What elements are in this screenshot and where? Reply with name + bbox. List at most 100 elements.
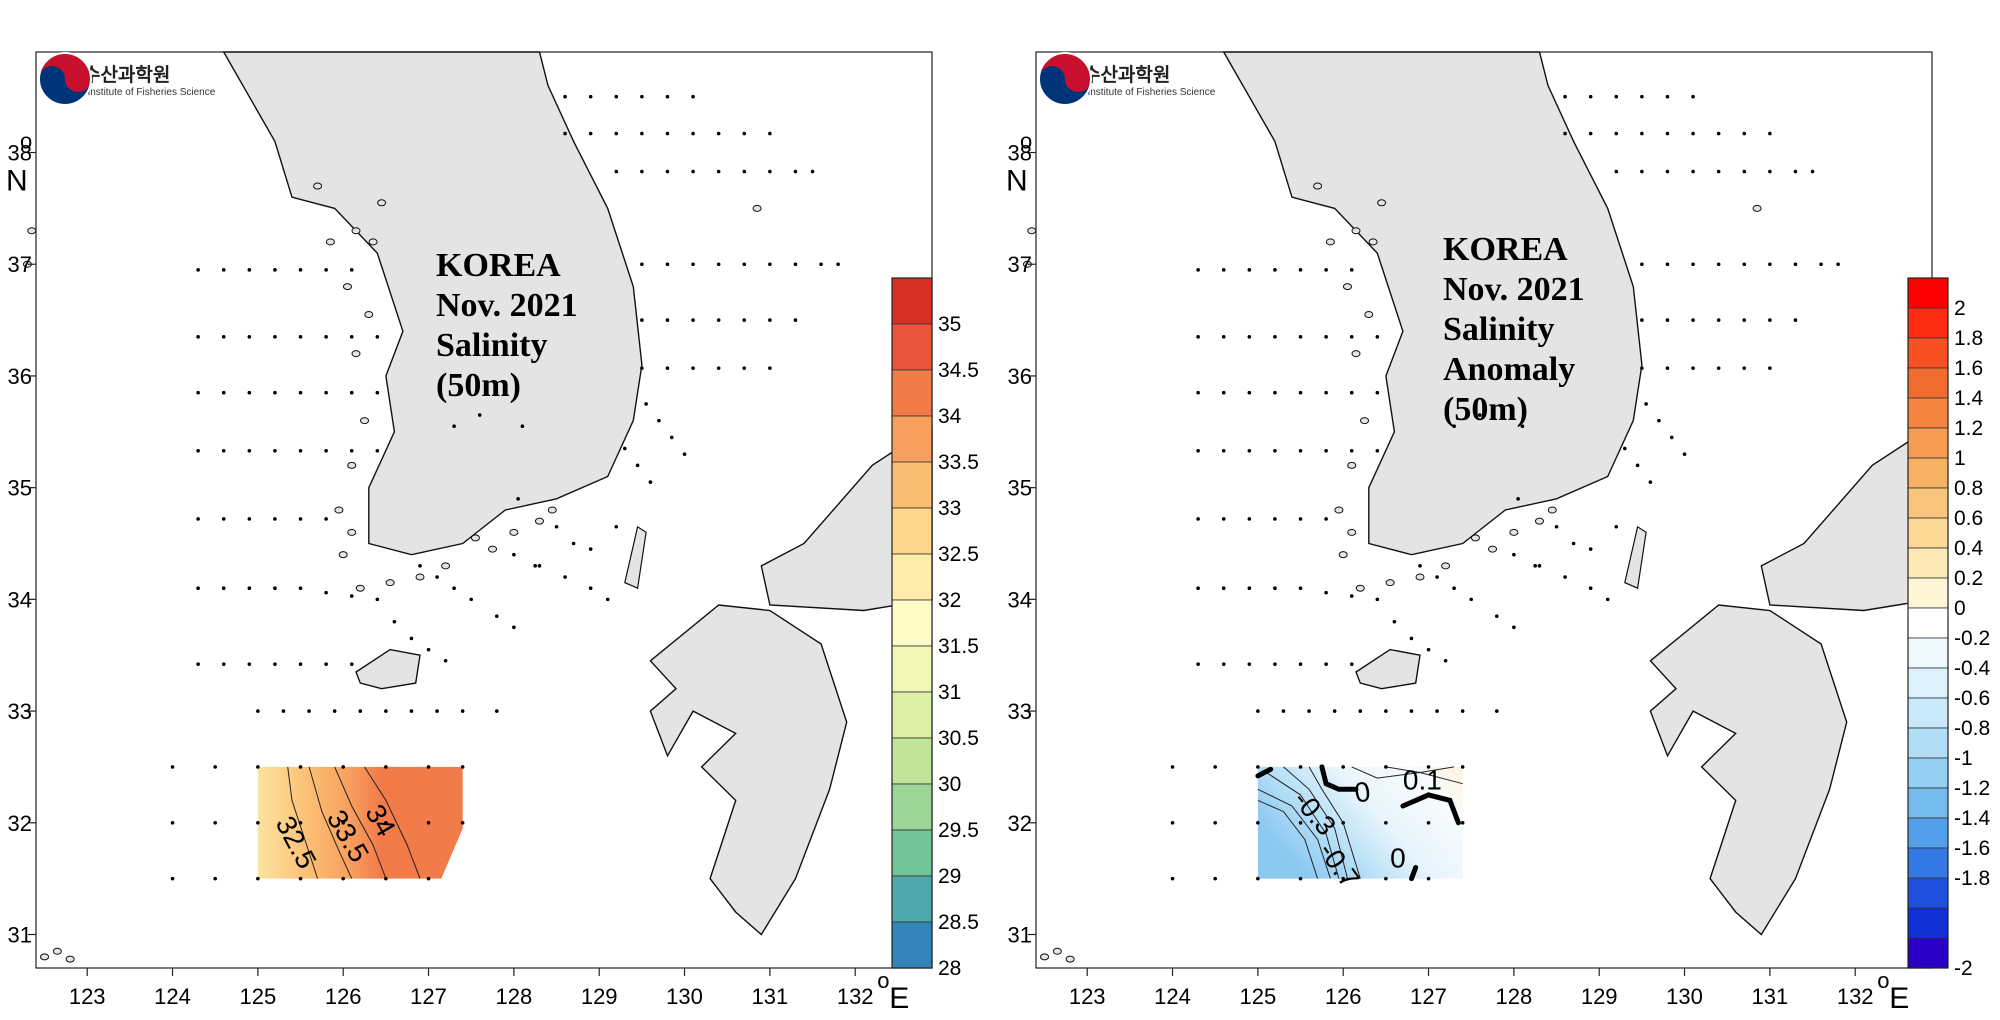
station-dot <box>324 335 328 339</box>
station-dot <box>460 820 465 825</box>
station-dot <box>221 517 226 521</box>
small-island <box>1325 238 1335 246</box>
title-line: Nov. 2021 <box>1443 271 1585 308</box>
station-dot <box>435 709 439 713</box>
station-dot <box>1742 262 1747 267</box>
colorbar-label: 0 <box>1954 597 1966 620</box>
station-dot <box>1196 662 1200 666</box>
station-dot <box>1384 765 1388 769</box>
station-dot <box>640 131 644 136</box>
small-island <box>27 227 37 235</box>
colorbar-frame <box>1907 277 1949 969</box>
anomaly-field <box>1257 766 1463 879</box>
lon-tick-label: 126 <box>325 984 362 1009</box>
small-island <box>1027 227 1037 235</box>
station-dot <box>1375 335 1380 339</box>
station-dot <box>349 335 354 339</box>
small-island <box>325 238 335 246</box>
station-dot <box>460 709 465 713</box>
small-island <box>1334 506 1344 514</box>
station-dot <box>537 564 542 568</box>
station-dot <box>495 709 499 713</box>
contour-line <box>1385 766 1455 774</box>
station-dot <box>1768 318 1772 322</box>
zero-contour-line <box>1319 764 1359 792</box>
station-dot <box>196 335 200 339</box>
station-dot <box>1426 765 1431 769</box>
colorbar: 35 34.5 34 33.5 33 32.5 32 31.5 31 30.5 30 29.5 29 28… <box>891 277 979 980</box>
station-dot <box>768 169 772 174</box>
colorbar-swatch <box>1907 757 1949 789</box>
colorbar-swatch <box>891 599 933 647</box>
station-dot <box>640 366 644 370</box>
station-dot <box>298 268 303 272</box>
station-dot <box>588 131 593 136</box>
station-dot <box>793 318 798 322</box>
station-dot <box>273 268 277 272</box>
small-island <box>1488 545 1498 553</box>
colorbar-label: 1.6 <box>1954 357 1983 380</box>
station-dot <box>1247 517 1252 521</box>
station-dot <box>533 564 537 568</box>
colorbar-label: 28.5 <box>938 911 979 934</box>
colorbar-swatch <box>1907 787 1949 819</box>
station-dot <box>298 586 303 590</box>
station-dot <box>793 169 798 174</box>
colorbar-swatch <box>1907 457 1949 489</box>
small-island <box>509 528 519 536</box>
station-dot <box>716 318 721 322</box>
station-dot <box>1477 413 1482 417</box>
station-dot <box>1512 625 1516 630</box>
colorbar-label: 32.5 <box>938 543 979 566</box>
station-dot <box>256 765 260 769</box>
station-dot <box>1640 131 1644 136</box>
station-dot <box>273 586 277 590</box>
station-dot <box>1247 662 1252 666</box>
tsushima-island <box>624 525 647 590</box>
title-line: KOREA <box>436 247 561 284</box>
station-dot <box>1426 820 1431 825</box>
station-dot <box>1537 564 1542 568</box>
korean-peninsula <box>1222 51 1643 556</box>
colorbar-swatch <box>891 829 933 877</box>
colorbar-label: 34 <box>938 405 962 428</box>
station-dot <box>324 590 328 595</box>
station-dot <box>1298 517 1303 521</box>
lat-tick-label: 36 <box>1008 364 1032 389</box>
small-island <box>385 579 395 587</box>
station-dot <box>588 94 593 99</box>
station-dot <box>1247 448 1252 453</box>
station-dot <box>512 625 516 630</box>
contour-line <box>287 766 319 879</box>
station-dot <box>1716 131 1721 136</box>
colorbar-swatch <box>891 921 933 969</box>
contour-line <box>1257 799 1319 879</box>
tsushima-island <box>1624 525 1647 590</box>
colorbar-swatch <box>1907 517 1949 549</box>
small-island <box>1547 506 1557 514</box>
station-dot <box>742 262 747 267</box>
colorbar-label: 1.4 <box>1954 387 1984 410</box>
station-dot <box>669 435 674 440</box>
lat-unit-label: N <box>1006 165 1028 198</box>
station-dot <box>1273 517 1277 521</box>
station-dot <box>273 662 277 666</box>
station-dot <box>742 131 747 136</box>
lat-tick-label: 33 <box>1008 699 1032 724</box>
station-dot <box>1196 517 1200 521</box>
station-dot <box>349 268 354 272</box>
station-dot <box>298 876 303 881</box>
station-dot <box>1170 876 1175 881</box>
station-dot <box>1435 575 1439 579</box>
station-dot <box>665 131 670 136</box>
colorbar-label: 31 <box>938 681 961 704</box>
station-dot <box>1563 575 1567 579</box>
colorbar-label: 29 <box>938 865 961 888</box>
station-dot <box>221 335 226 339</box>
station-dot <box>1644 402 1648 406</box>
station-dot <box>375 390 380 395</box>
station-dot <box>588 547 593 551</box>
zero-contours <box>1255 764 1461 882</box>
station-dot <box>1324 335 1328 339</box>
logo-english-text: National Institute of Fisheries Science <box>48 87 216 98</box>
